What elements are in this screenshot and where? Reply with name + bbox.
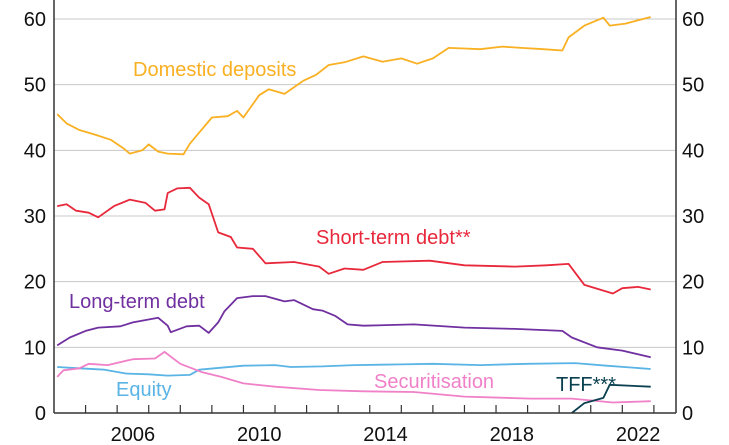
label-equity: Equity [116,379,172,401]
x-tick-label: 2010 [237,424,282,445]
y-tick-label-left: 50 [24,75,46,97]
series-labels: Domestic deposits Short-term debt** Long… [69,59,616,401]
label-short-term-debt: Short-term debt** [316,227,471,249]
series-line-equity [57,362,651,377]
y-tick-label-right: 0 [682,403,693,425]
y-tick-label-left: 60 [24,9,46,31]
y-tick-label-left: 20 [24,272,46,294]
series-lines [56,16,651,414]
y-tick-label-left: 0 [35,403,46,425]
series-line-domestic-deposits [56,16,651,156]
x-tick-label: 2014 [363,424,408,445]
y-tick-label-left: 30 [24,206,46,228]
y-tick-label-right: 50 [682,75,704,97]
label-long-term-debt: Long-term debt [69,291,205,313]
y-tick-label-right: 40 [682,140,704,162]
series-line-long-term-debt [56,295,651,359]
y-tick-label-left: 10 [24,337,46,359]
label-tff: TFF*** [556,374,616,396]
series-line-short-term-debt [57,186,651,295]
y-tick-label-right: 60 [682,9,704,31]
series-line-securitisation [56,351,651,404]
x-tick-label: 2018 [490,424,535,445]
label-securitisation: Securitisation [374,371,494,393]
x-tick-label: 2006 [111,424,156,445]
y-tick-label-right: 30 [682,206,704,228]
y-tick-label-right: 10 [682,337,704,359]
axes: 0 0 10 10 20 20 30 30 40 40 50 50 60 60 2006 2010 2014 20… [24,0,704,445]
y-tick-label-left: 40 [24,140,46,162]
y-tick-label-right: 20 [682,272,704,294]
label-domestic-deposits: Domestic deposits [133,59,296,81]
series-line-tff [571,383,651,414]
x-tick-label: 2022 [616,424,661,445]
